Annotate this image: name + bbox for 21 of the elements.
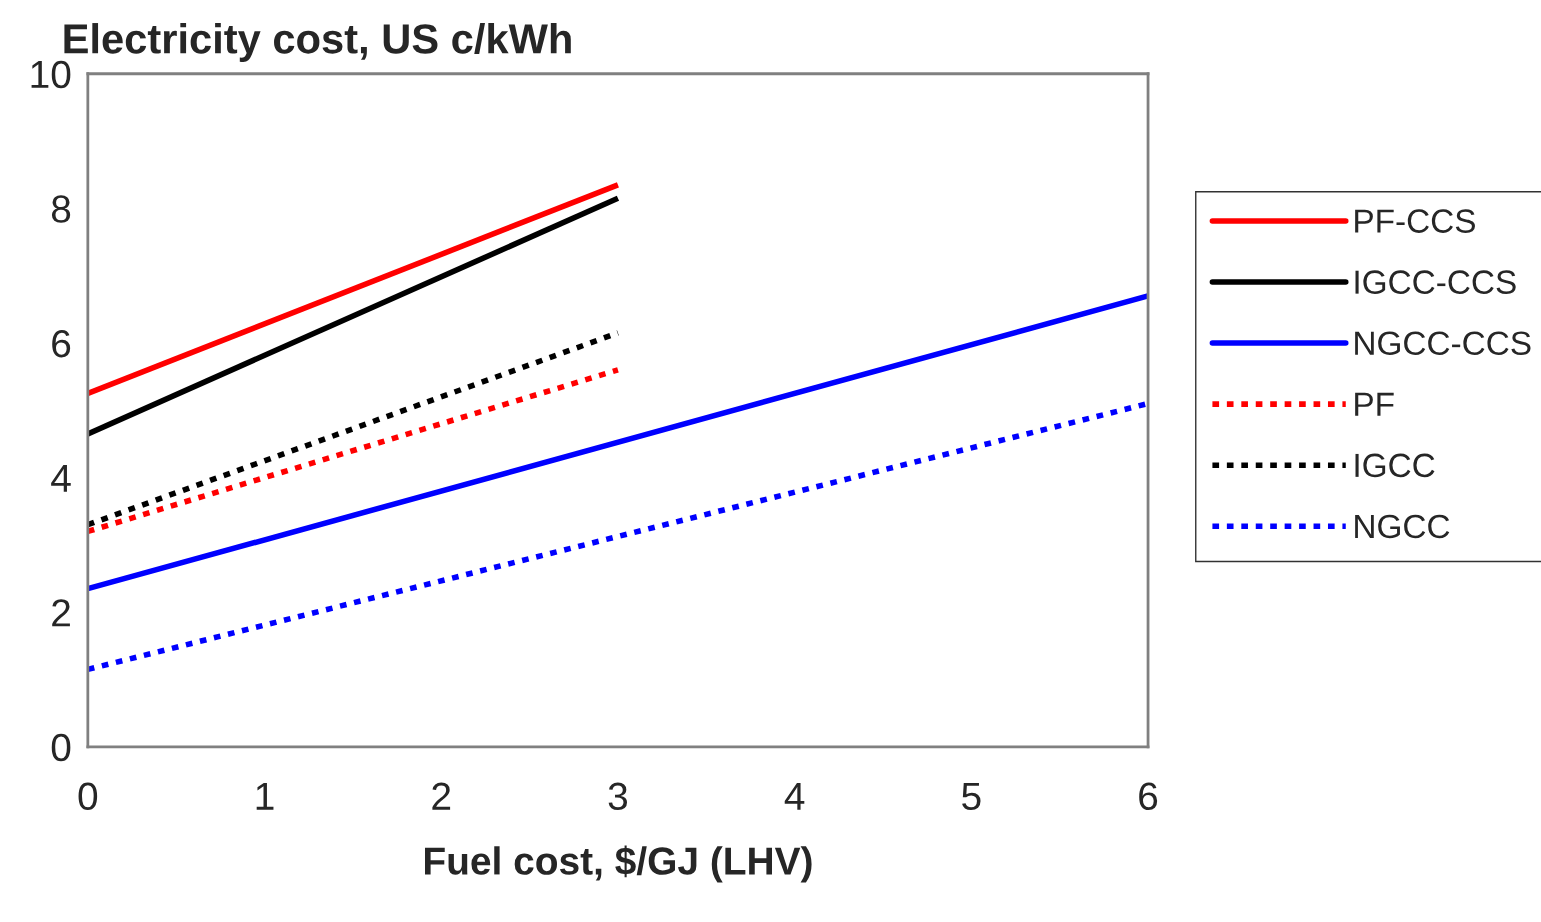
legend-label: IGCC-CCS [1355,270,1516,294]
x-tick-label: 6 [1139,782,1158,811]
legend-label: PF-CCS [1355,209,1475,233]
chart-title: Electricity cost, US c/kWh [64,23,571,62]
legend-label: IGCC [1355,453,1435,478]
y-tick-label: 10 [31,60,71,89]
y-tick-label: 6 [52,329,71,358]
x-tick-label: 1 [256,782,274,810]
x-tick-label: 0 [78,782,98,811]
legend-label: NGCC-CCS [1355,331,1531,356]
x-tick-label: 3 [608,782,628,811]
y-tick-label: 0 [51,733,71,762]
y-tick-label: 2 [52,599,70,627]
x-tick-label: 2 [432,782,451,810]
y-tick-label: 8 [51,195,71,223]
legend-label: PF [1355,392,1394,416]
y-tick-label: 4 [51,464,71,492]
x-tick-label: 4 [784,782,805,810]
legend-label: NGCC [1355,514,1450,539]
x-tick-label: 5 [962,782,981,811]
x-axis-title: Fuel cost, $/GJ (LHV) [425,845,812,883]
